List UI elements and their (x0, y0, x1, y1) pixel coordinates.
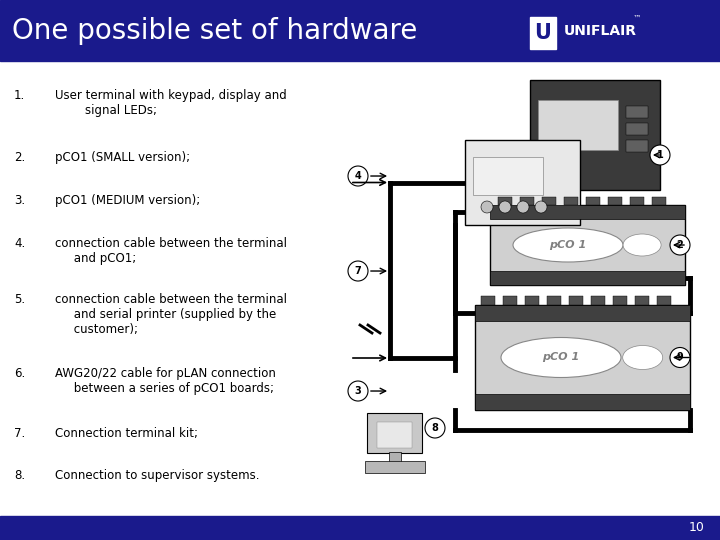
Bar (389, 452, 401, 462)
Ellipse shape (623, 346, 662, 369)
Bar (626, 140, 648, 152)
Bar (0, 516, 720, 540)
Circle shape (535, 201, 547, 213)
Text: pCO 1: pCO 1 (542, 353, 580, 362)
Text: between a series of pCO1 boards;: between a series of pCO1 boards; (55, 382, 274, 395)
Bar (490, 205, 685, 219)
Circle shape (499, 201, 511, 213)
Bar (490, 205, 685, 285)
Text: User terminal with keypad, display and: User terminal with keypad, display and (55, 89, 287, 102)
Text: 1: 1 (657, 150, 663, 160)
Text: 5.: 5. (14, 293, 25, 306)
Text: Connection to supervisor systems.: Connection to supervisor systems. (55, 469, 259, 482)
Text: signal LEDs;: signal LEDs; (55, 104, 157, 117)
Bar (547, 296, 561, 305)
Bar (542, 197, 556, 205)
Circle shape (348, 166, 368, 186)
Text: 1.: 1. (14, 89, 25, 102)
Bar (367, 413, 422, 453)
Text: 3.: 3. (14, 194, 25, 207)
Circle shape (481, 201, 493, 213)
Ellipse shape (623, 234, 661, 256)
Bar (475, 305, 690, 321)
Bar (613, 296, 627, 305)
Text: connection cable between the terminal: connection cable between the terminal (55, 237, 287, 250)
Bar (657, 296, 671, 305)
Text: 4.: 4. (14, 237, 25, 250)
Text: 4: 4 (355, 171, 361, 181)
Text: pCO1 (SMALL version);: pCO1 (SMALL version); (55, 151, 190, 164)
Bar (473, 157, 543, 195)
Text: and pCO1;: and pCO1; (55, 252, 136, 265)
Bar (591, 296, 605, 305)
Bar (626, 123, 648, 135)
Bar (525, 296, 539, 305)
Ellipse shape (501, 338, 621, 377)
Text: pCO 1: pCO 1 (549, 240, 587, 250)
Bar (530, 80, 660, 190)
Text: and serial printer (supplied by the
     customer);: and serial printer (supplied by the cust… (55, 307, 276, 335)
Bar (530, 17, 556, 49)
Text: UNIFLAIR: UNIFLAIR (564, 24, 637, 37)
Text: 8.: 8. (14, 469, 25, 482)
Text: 2.: 2. (14, 151, 25, 164)
Text: 6.: 6. (14, 367, 25, 380)
Bar (586, 197, 600, 205)
Text: 10: 10 (689, 521, 705, 535)
Text: ™: ™ (633, 14, 642, 23)
Circle shape (425, 418, 445, 438)
Bar (626, 106, 648, 118)
Bar (652, 197, 666, 205)
Text: 3: 3 (355, 386, 361, 396)
Text: 9: 9 (677, 353, 683, 362)
Bar (0, 0, 720, 61)
Bar (490, 271, 685, 285)
Bar (365, 461, 425, 473)
Bar (498, 197, 512, 205)
Bar (635, 296, 649, 305)
Circle shape (670, 348, 690, 368)
Text: 7.: 7. (14, 427, 25, 440)
Bar (538, 100, 618, 150)
Text: 7: 7 (355, 266, 361, 276)
Circle shape (517, 201, 529, 213)
Bar (520, 197, 534, 205)
Circle shape (348, 381, 368, 401)
Text: 2: 2 (677, 240, 683, 250)
Circle shape (670, 235, 690, 255)
Ellipse shape (513, 228, 623, 262)
Text: AWG20/22 cable for pLAN connection: AWG20/22 cable for pLAN connection (55, 367, 276, 380)
Text: connection cable between the terminal: connection cable between the terminal (55, 293, 287, 306)
Circle shape (348, 261, 368, 281)
Bar (465, 140, 580, 225)
Bar (608, 197, 622, 205)
Bar (630, 197, 644, 205)
Circle shape (650, 145, 670, 165)
Bar (564, 197, 578, 205)
Text: 8: 8 (431, 423, 438, 433)
Bar (377, 422, 412, 448)
Text: One possible set of hardware: One possible set of hardware (12, 17, 418, 44)
Bar (475, 394, 690, 410)
Bar (475, 305, 690, 410)
Text: Connection terminal kit;: Connection terminal kit; (55, 427, 198, 440)
Bar (569, 296, 583, 305)
Bar (481, 296, 495, 305)
Bar (503, 296, 517, 305)
Text: pCO1 (MEDIUM version);: pCO1 (MEDIUM version); (55, 194, 200, 207)
Text: U: U (534, 23, 552, 43)
